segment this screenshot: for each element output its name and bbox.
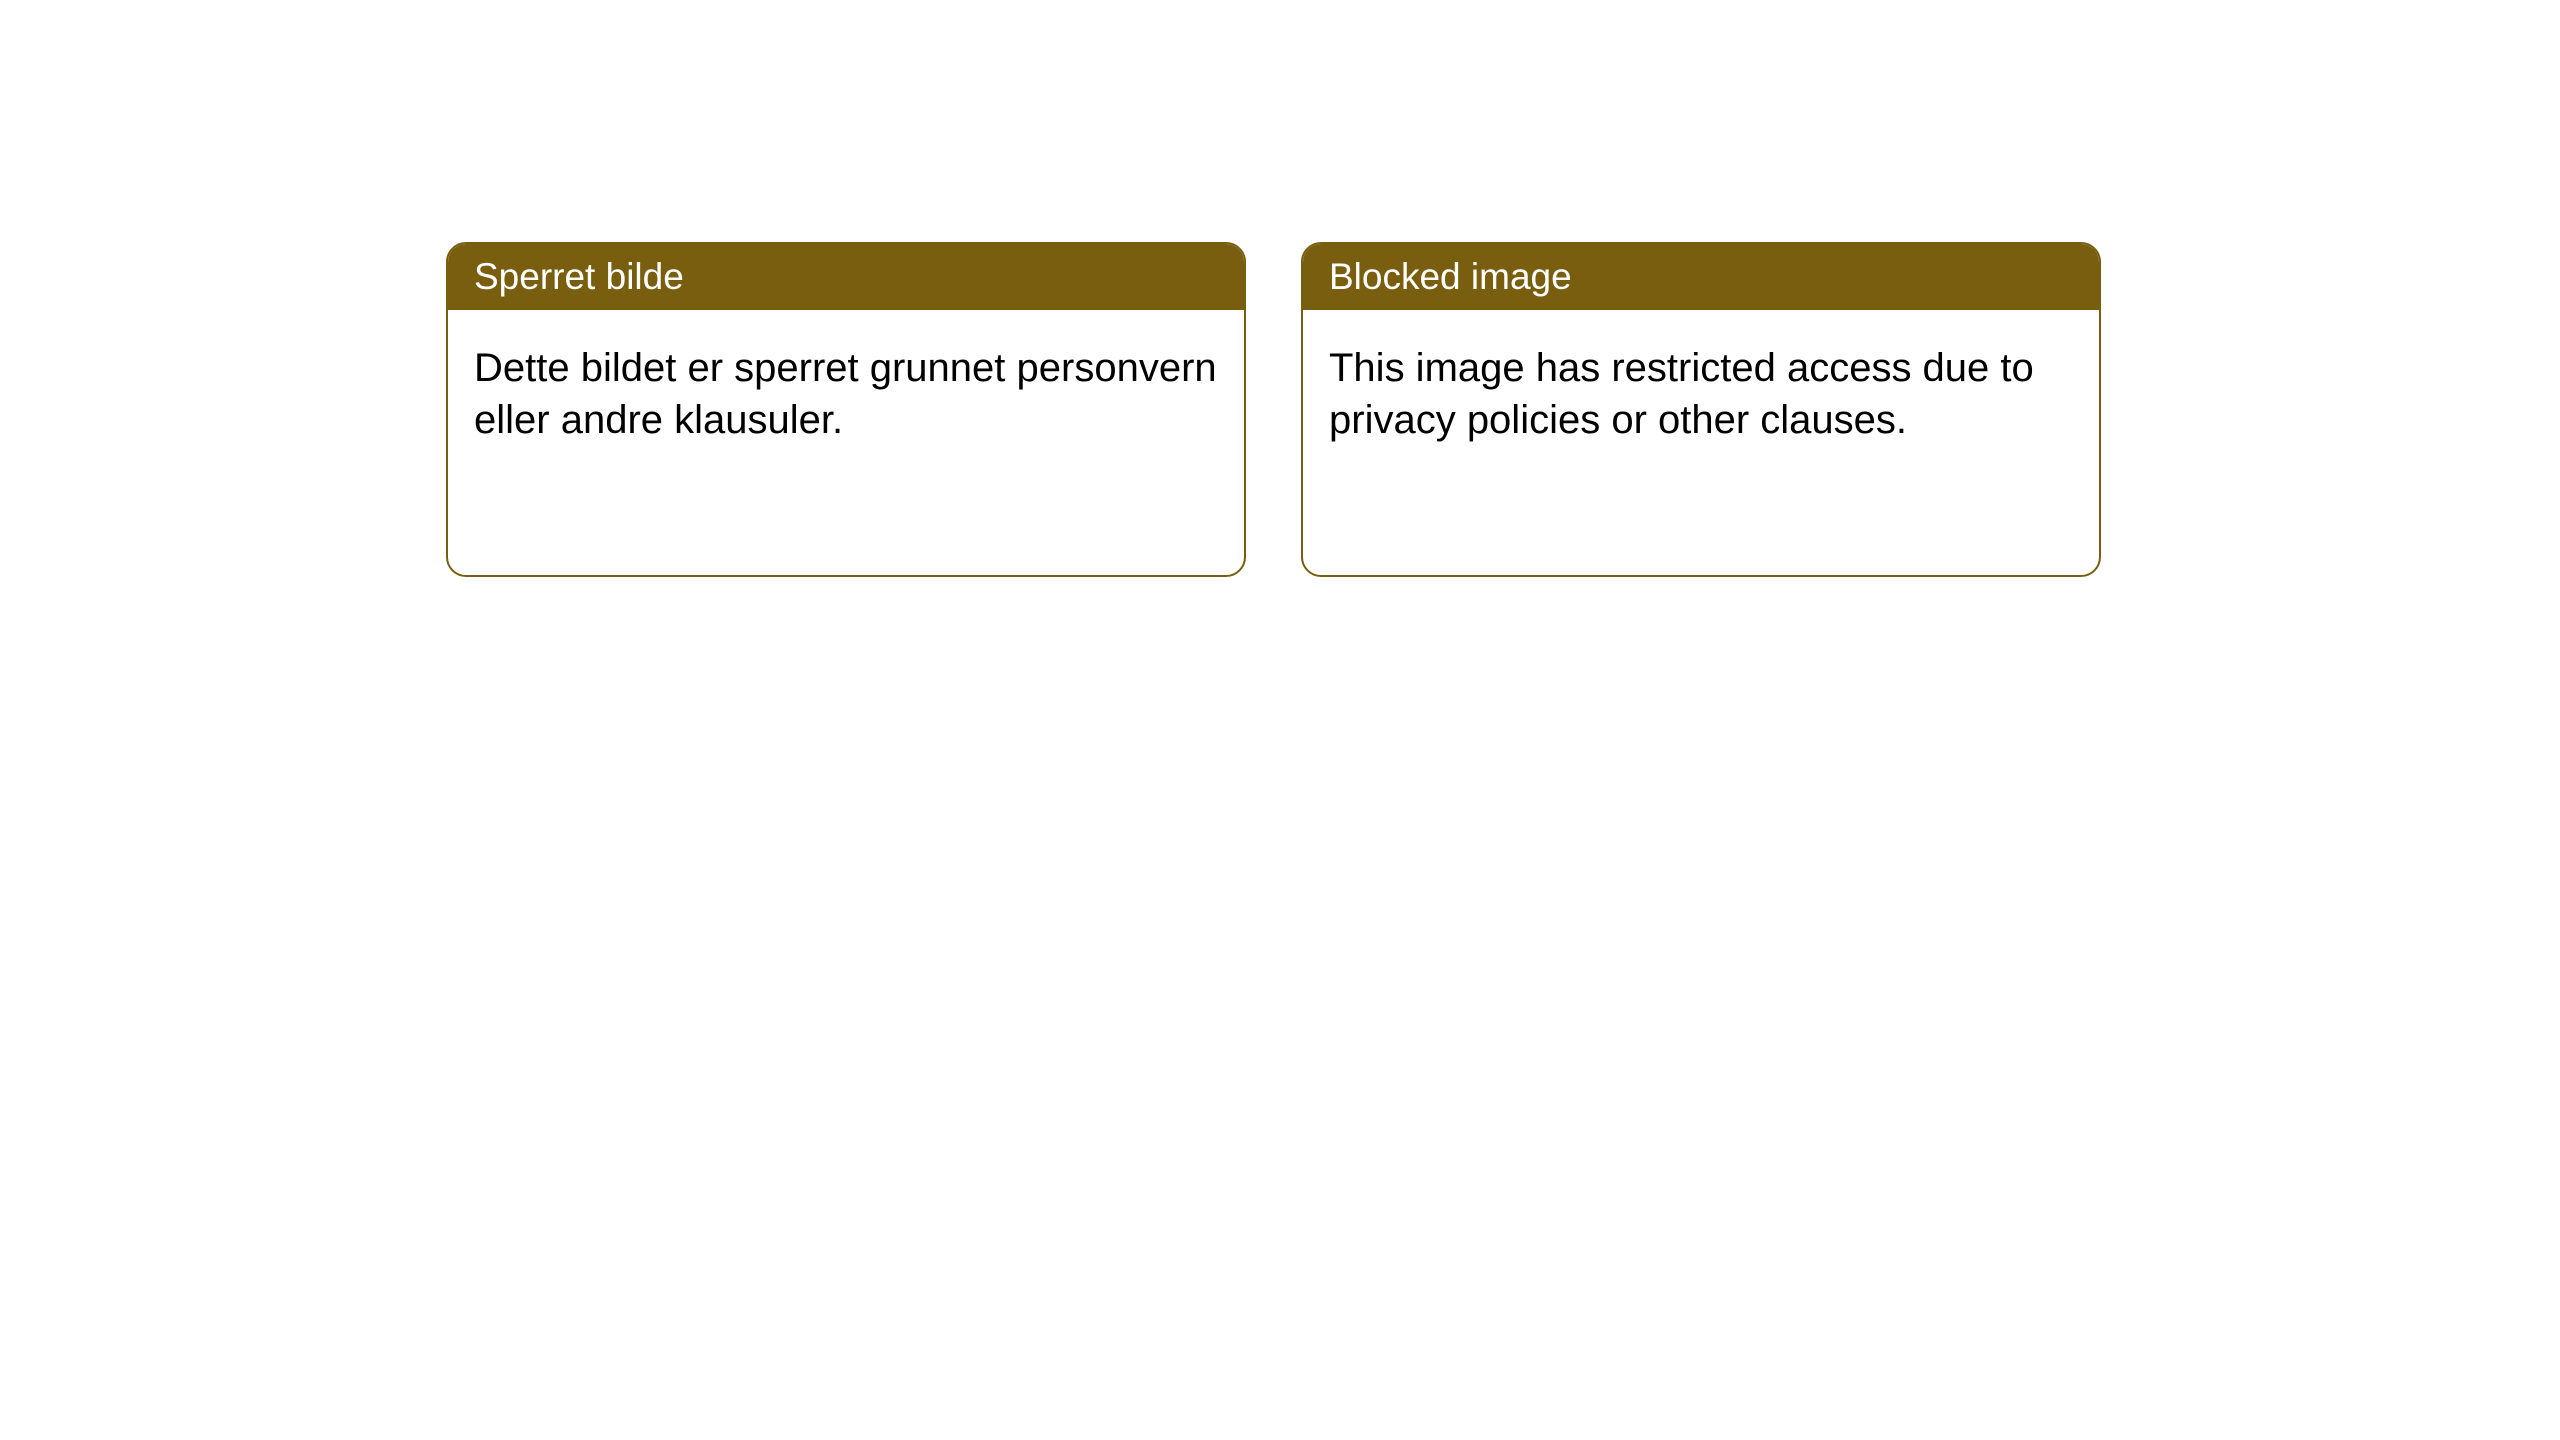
card-title: Blocked image [1329,256,1572,297]
card-header: Blocked image [1303,244,2099,310]
notice-cards-container: Sperret bilde Dette bildet er sperret gr… [446,242,2101,577]
card-body-text: Dette bildet er sperret grunnet personve… [474,346,1217,442]
notice-card-norwegian: Sperret bilde Dette bildet er sperret gr… [446,242,1246,577]
notice-card-english: Blocked image This image has restricted … [1301,242,2101,577]
card-header: Sperret bilde [448,244,1244,310]
card-body-text: This image has restricted access due to … [1329,346,2034,442]
card-body: Dette bildet er sperret grunnet personve… [448,310,1244,478]
card-title: Sperret bilde [474,256,684,297]
card-body: This image has restricted access due to … [1303,310,2099,478]
